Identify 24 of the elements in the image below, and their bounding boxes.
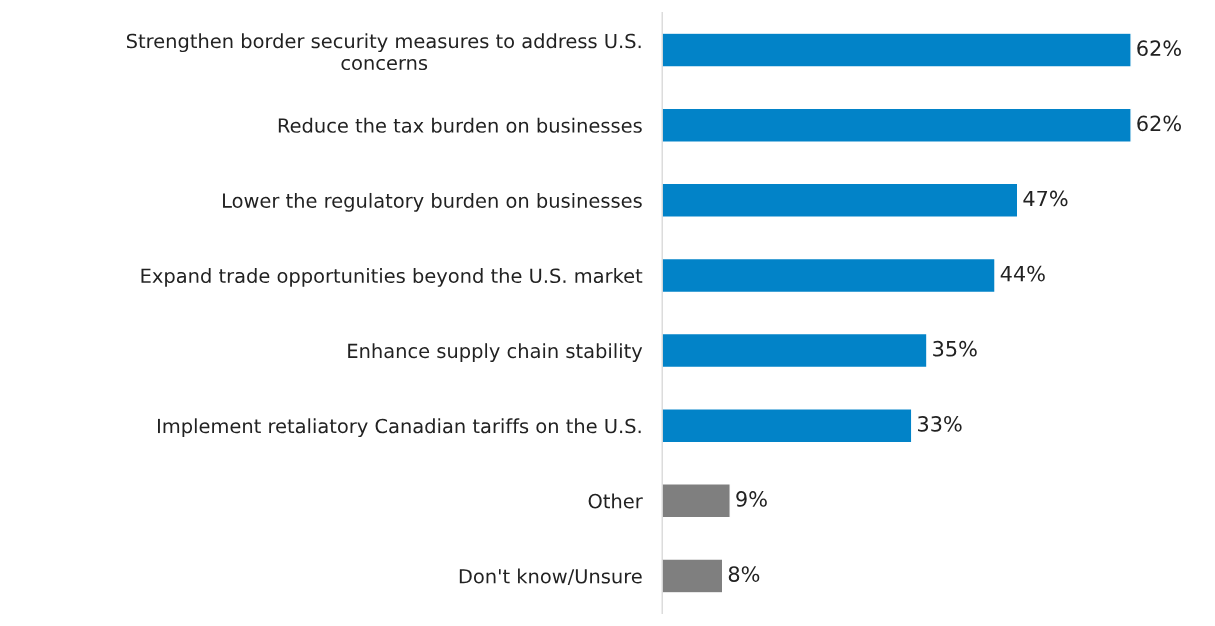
y-tick-label: Enhance supply chain stability <box>348 343 643 362</box>
y-tick-label: Don't know/Unsure <box>459 568 642 586</box>
bar <box>662 408 913 444</box>
y-tick-label: Lower the regulatory burden on businesses <box>223 192 642 212</box>
bar <box>662 483 731 519</box>
bar <box>662 558 724 594</box>
bar <box>662 107 1132 143</box>
data-label: 33% <box>918 415 962 432</box>
bar <box>662 182 1019 218</box>
data-label: 62% <box>1137 115 1181 132</box>
bar <box>662 32 1132 68</box>
data-label: 62% <box>1137 40 1181 57</box>
data-label: 8% <box>728 566 760 582</box>
y-tick-label: Implement retaliatory Canadian tariffs on the U.S. <box>157 418 641 438</box>
y-tick-label: Expand trade opportunities beyond the U.S. market <box>141 268 643 287</box>
bar <box>662 257 996 294</box>
y-tick-label: Reduce the tax burden on businesses <box>278 117 642 133</box>
y-tick-label: Strengthen border security measures to address U.S. concerns <box>126 33 641 71</box>
bar <box>662 332 928 369</box>
data-label: 44% <box>1000 265 1045 282</box>
data-label: 47% <box>1023 190 1068 207</box>
data-label: 35% <box>933 340 977 357</box>
data-label: 9% <box>736 491 767 507</box>
y-tick-label: Other <box>588 493 643 509</box>
